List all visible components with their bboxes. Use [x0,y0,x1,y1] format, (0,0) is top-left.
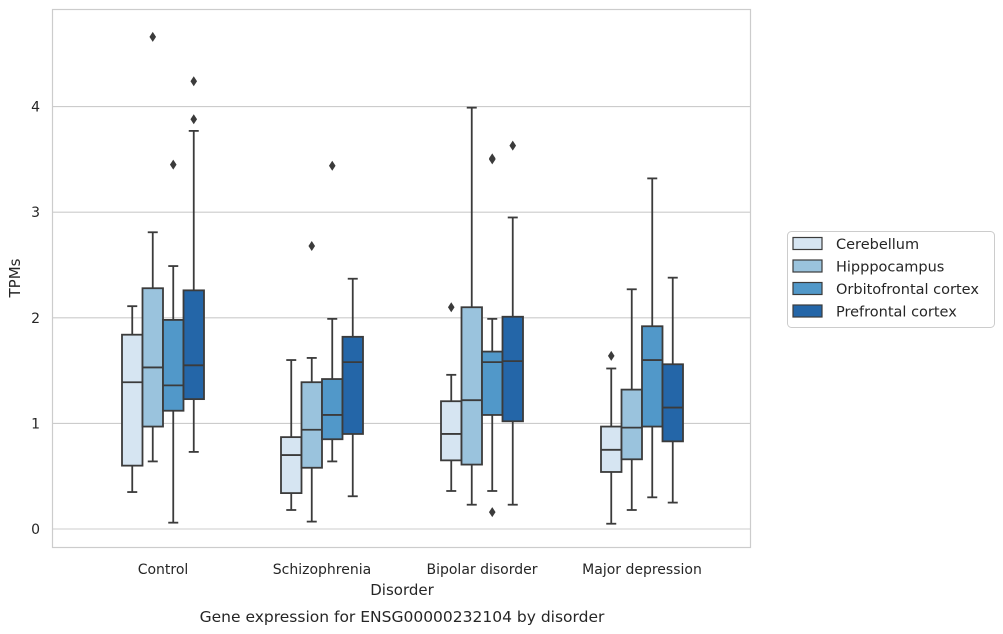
legend-frame [787,231,995,328]
legend-label: Hipppocampus [836,260,944,276]
box-iqr [321,378,344,441]
outlier-point [488,153,496,164]
legend-label: Prefrontal cortex [836,305,957,321]
legend-item-prefrontal-cortex: Prefrontal cortex [792,304,957,321]
outlier-point [488,507,496,518]
legend-swatch [792,259,823,273]
y-axis-label: TPMs [6,258,24,298]
box-bipolar-disorder [501,140,524,506]
outlier-point [149,31,157,42]
box-control [162,159,185,524]
legend: Cerebellum Hipppocampus Orbitofrontal cort… [787,231,995,328]
legend-label: Orbitofrontal cortex [836,282,979,298]
x-axis-label: Disorder [370,581,434,599]
outlier-point [190,114,198,125]
box-control [182,76,205,453]
outlier-point [607,350,615,361]
x-tick-label-major-depression: Major depression [582,562,702,578]
legend-item-orbitofrontal-cortex: Orbitofrontal cortex [792,281,979,298]
box-iqr [121,333,144,467]
box-iqr [641,325,664,428]
legend-item-hipppocampus: Hipppocampus [792,259,944,276]
outlier-point [509,140,517,151]
legend-items: Cerebellum Hipppocampus Orbitofrontal cort… [792,236,979,321]
outlier-point [447,302,455,313]
box-iqr [300,381,323,469]
y-tick-label: 3 [31,205,40,221]
box-bipolar-disorder [440,302,463,492]
legend-swatch [792,304,823,318]
box-major-depression [661,276,684,504]
box-iqr [341,335,364,435]
y-tick-label: 1 [31,416,40,432]
box-iqr [440,400,463,462]
box-iqr [460,306,483,466]
box-schizophrenia [300,240,323,523]
x-axis-ticks: Control Schizophrenia Bipolar disorder Majo… [138,562,702,578]
legend-label: Cerebellum [836,237,919,253]
box-iqr [501,315,524,423]
x-tick-label-control: Control [138,562,189,578]
box-iqr [481,350,504,416]
box-iqr [162,319,185,412]
series-hipppocampus [141,31,643,523]
box-iqr [141,287,164,428]
legend-swatch [792,236,823,251]
box-control [141,31,164,463]
box-bipolar-disorder [481,153,504,518]
y-tick-label: 0 [31,522,40,538]
x-tick-label-bipolar-disorder: Bipolar disorder [426,562,537,578]
outlier-point [169,159,177,170]
box-major-depression [600,350,623,525]
box-schizophrenia [280,359,303,511]
y-axis-ticks: 0 1 2 3 4 [31,100,40,538]
outlier-point [308,240,316,251]
chart-caption: Gene expression for ENSG00000232104 by d… [200,608,605,626]
y-tick-label: 2 [31,311,40,327]
series-orbitofrontal-cortex [162,153,664,524]
y-tick-label: 4 [31,100,40,116]
box-control [121,305,144,493]
box-iqr [280,436,303,494]
outlier-point [190,76,198,87]
x-tick-label-schizophrenia: Schizophrenia [273,562,371,578]
legend-item-cerebellum: Cerebellum [792,236,919,253]
outlier-point [328,160,336,171]
legend-swatch [792,281,823,296]
box-schizophrenia [341,277,364,498]
box-schizophrenia [321,160,344,463]
box-major-depression [620,288,643,511]
box-major-depression [641,177,664,499]
box-iqr [620,388,643,461]
box-iqr [182,289,205,401]
plot-area-frame [51,8,752,549]
box-iqr [661,363,684,443]
box-bipolar-disorder [460,106,483,506]
series-prefrontal-cortex [182,76,684,506]
box-series [121,31,684,525]
